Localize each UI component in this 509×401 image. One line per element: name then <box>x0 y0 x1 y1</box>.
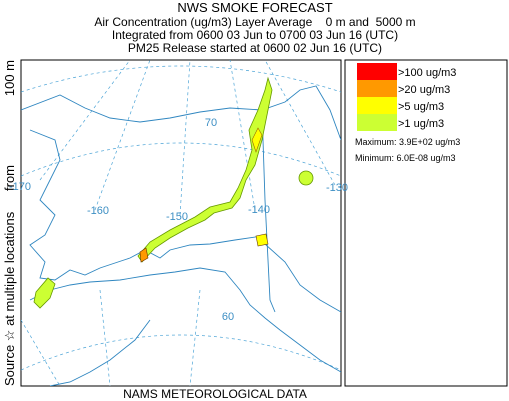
legend-label: >5 ug/m3 <box>398 101 444 113</box>
graticule <box>179 60 191 216</box>
map-label: 70 <box>205 117 217 129</box>
map-label: -170 <box>9 181 31 193</box>
map-label: 60 <box>222 311 234 323</box>
legend-label: >100 ug/m3 <box>398 67 456 79</box>
map-label: -140 <box>248 204 270 216</box>
graticule <box>21 334 341 371</box>
map-label: -160 <box>87 205 109 217</box>
smoke-plume <box>33 277 56 309</box>
graticule <box>21 142 341 177</box>
graticule <box>39 60 131 181</box>
map-label: -130 <box>326 182 348 194</box>
source-label: Source ☆ at multiple locations <box>2 211 17 386</box>
graticule <box>21 65 341 93</box>
legend-swatch <box>357 114 397 131</box>
border <box>261 109 276 313</box>
smoke-plume <box>298 170 314 186</box>
graticule <box>229 60 256 211</box>
map <box>21 60 341 386</box>
source-label: from <box>2 165 17 191</box>
smoke-plume <box>137 76 273 263</box>
footer: NAMS METEOROLOGICAL DATA <box>123 387 307 401</box>
coastline <box>29 267 341 373</box>
subtitle: PM25 Release started at 0600 02 Jun 16 (… <box>128 41 382 55</box>
legend: >100 ug/m3 >20 ug/m3 >5 ug/m3 >1 ug/m3 <box>357 63 456 131</box>
graticule <box>189 289 201 386</box>
smoke-plume <box>255 233 269 247</box>
graticule <box>94 60 151 211</box>
legend-label: >20 ug/m3 <box>398 84 450 96</box>
graticule <box>99 289 111 386</box>
source-label: 100 m <box>2 60 17 96</box>
coastline <box>21 85 341 141</box>
subtitle: Integrated from 0600 03 Jun to 0700 03 J… <box>112 28 398 42</box>
legend-min: Minimum: 6.0E-08 ug/m3 <box>355 153 456 163</box>
map-frame <box>20 59 342 387</box>
graticule <box>21 319 61 386</box>
smoke-plume <box>139 247 149 263</box>
legend-label: >1 ug/m3 <box>398 118 444 130</box>
legend-swatch <box>357 63 397 80</box>
coastline <box>49 319 151 386</box>
legend-max: Maximum: 3.9E+02 ug/m3 <box>355 137 460 147</box>
smoke-plume <box>251 127 263 153</box>
map-label: -150 <box>166 211 188 223</box>
title: NWS SMOKE FORECAST <box>177 0 332 15</box>
legend-swatch <box>357 97 397 114</box>
legend-swatch <box>357 80 397 97</box>
subtitle: Air Concentration (ug/m3) Layer Average … <box>94 15 415 29</box>
